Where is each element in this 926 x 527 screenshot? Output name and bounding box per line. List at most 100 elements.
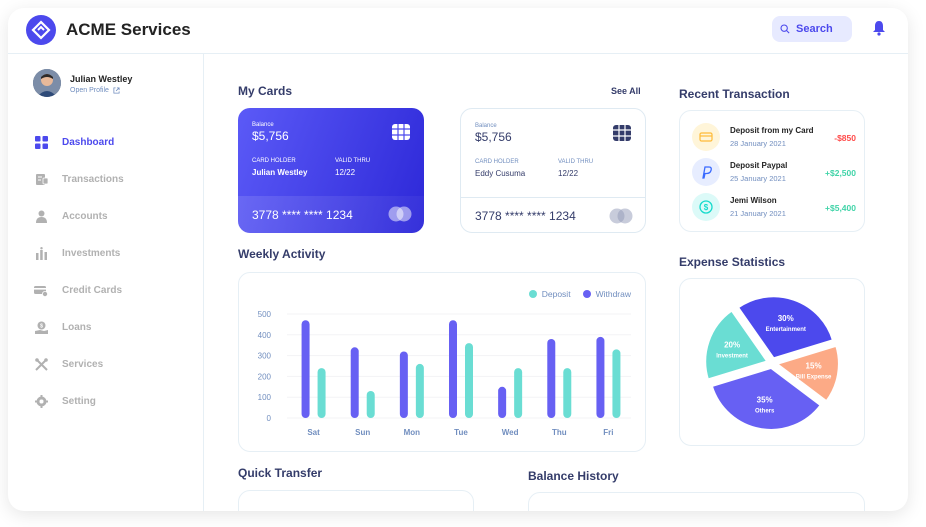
x-tick-label: Sun xyxy=(355,428,370,437)
card-network-icon xyxy=(609,208,633,224)
bar-deposit xyxy=(563,368,572,418)
transaction-title: Deposit Paypal xyxy=(730,161,788,170)
card-number: 3778 **** **** 1234 xyxy=(475,209,576,223)
bar-withdraw xyxy=(399,351,408,418)
notification-bell-icon[interactable] xyxy=(872,20,886,41)
x-tick-label: Thu xyxy=(552,428,567,437)
card-network-icon xyxy=(388,206,412,222)
x-tick-label: Mon xyxy=(404,428,421,437)
sidebar-item-credit-cards[interactable]: Credit Cards xyxy=(8,272,204,309)
open-profile-label: Open Profile xyxy=(70,87,109,94)
pie-slice-investment xyxy=(704,309,769,381)
card-icon xyxy=(692,123,720,151)
svg-text:$: $ xyxy=(40,324,43,330)
sidebar-item-setting[interactable]: Setting xyxy=(8,383,204,420)
weekly-activity-chart: 0 100 200 300 400 500 Sat Sun Mon Tue Wed Thu Fri xyxy=(258,310,631,437)
search-button[interactable]: Search xyxy=(772,16,852,42)
sidebar-item-label: Credit Cards xyxy=(62,285,123,296)
sidebar-item-accounts[interactable]: Accounts xyxy=(8,198,204,235)
pie-slice-others xyxy=(710,366,823,431)
app-title: ACME Services xyxy=(66,20,191,39)
transactions-icon xyxy=(33,172,49,188)
dollar-icon: $ xyxy=(692,193,720,221)
recent-transaction-panel: Deposit from my Card 28 January 2021 -$8… xyxy=(679,110,865,232)
card-holder: Eddy Cusuma xyxy=(475,169,526,178)
avatar[interactable] xyxy=(33,69,61,97)
transaction-item[interactable]: $ Jemi Wilson 21 January 2021 +$5,400 xyxy=(692,193,856,225)
dashboard-icon xyxy=(33,135,49,151)
sidebar-item-investments[interactable]: Investments xyxy=(8,235,204,272)
transaction-date: 25 January 2021 xyxy=(730,174,786,183)
x-tick-label: Fri xyxy=(603,428,613,437)
pie-pct-label: 20% xyxy=(724,340,740,349)
external-link-icon xyxy=(113,87,120,94)
bar-withdraw xyxy=(547,338,556,418)
see-all-link[interactable]: See All xyxy=(611,86,641,96)
bar-deposit xyxy=(317,368,326,418)
pie-slice-entertainment xyxy=(736,295,835,360)
pie-pct-label: 30% xyxy=(778,314,794,323)
expense-statistics-title: Expense Statistics xyxy=(679,255,786,269)
sidebar-item-label: Loans xyxy=(62,322,92,333)
transaction-item[interactable]: Deposit from my Card 28 January 2021 -$8… xyxy=(692,123,856,155)
y-tick-label: 100 xyxy=(258,393,272,402)
sidebar-item-dashboard[interactable]: Dashboard xyxy=(8,124,204,161)
transaction-date: 21 January 2021 xyxy=(730,209,786,218)
my-cards-title: My Cards xyxy=(238,84,293,98)
accounts-icon xyxy=(33,209,49,225)
card-holder-label: CARD HOLDER xyxy=(475,159,519,165)
expense-pie-chart: 30% Entertainment 15% Bill Expense 35% Others… xyxy=(704,295,840,431)
open-profile-link[interactable]: Open Profile xyxy=(70,87,120,94)
bar-withdraw xyxy=(449,320,457,418)
transaction-title: Deposit from my Card xyxy=(730,126,814,135)
transaction-amount: +$5,400 xyxy=(825,203,856,213)
card-chip-icon xyxy=(392,124,410,140)
sidebar: Julian Westley Open Profile Dashboard Tr… xyxy=(8,54,204,511)
app-window: ACME Services Search Julian Westley xyxy=(8,8,908,511)
bar-withdraw xyxy=(301,320,310,418)
sidebar-item-transactions[interactable]: Transactions xyxy=(8,161,204,198)
y-tick-label: 300 xyxy=(258,352,272,361)
pie-name-label: Investment xyxy=(716,353,748,359)
legend-swatch xyxy=(582,290,591,298)
transaction-date: 28 January 2021 xyxy=(730,139,786,148)
user-name: Julian Westley xyxy=(70,74,133,84)
top-header: ACME Services Search xyxy=(8,8,908,54)
sidebar-item-services[interactable]: Services xyxy=(8,346,204,383)
card-balance-label: Balance xyxy=(252,122,274,128)
x-tick-label: Sat xyxy=(307,428,320,437)
credit-card-primary[interactable]: Balance $5,756 CARD HOLDER Julian Westle… xyxy=(238,108,424,233)
legend-item-deposit: Deposit xyxy=(528,289,571,299)
pie-name-label: Entertainment xyxy=(766,327,806,333)
transaction-amount: +$2,500 xyxy=(825,168,856,178)
balance-history-panel xyxy=(528,492,865,511)
legend-label: Withdraw xyxy=(595,289,631,299)
search-icon xyxy=(780,24,790,34)
y-tick-label: 400 xyxy=(258,331,272,340)
card-valid-label: VALID THRU xyxy=(335,158,371,164)
setting-icon xyxy=(33,394,49,410)
y-tick-label: 200 xyxy=(258,372,272,381)
bar-deposit xyxy=(366,390,375,418)
pie-name-label: Bill Expense xyxy=(796,374,832,380)
services-icon xyxy=(33,357,49,373)
credit-card-secondary[interactable]: Balance $5,756 CARD HOLDER Eddy Cusuma V… xyxy=(460,108,646,233)
bar-deposit xyxy=(514,368,523,418)
card-holder: Julian Westley xyxy=(252,168,308,177)
sidebar-item-loans[interactable]: $ Loans xyxy=(8,309,204,346)
card-chip-icon xyxy=(613,125,631,141)
card-footer: 3778 **** **** 1234 xyxy=(238,196,424,233)
search-label: Search xyxy=(796,23,833,35)
transaction-item[interactable]: Deposit Paypal 25 January 2021 +$2,500 xyxy=(692,158,856,190)
pie-pct-label: 35% xyxy=(757,396,773,405)
card-balance-label: Balance xyxy=(475,123,497,129)
card-balance: $5,756 xyxy=(475,130,512,144)
bar-withdraw xyxy=(498,386,507,418)
sidebar-item-label: Dashboard xyxy=(62,137,115,148)
sidebar-nav: Dashboard Transactions Accounts Investme… xyxy=(8,124,204,420)
legend-item-withdraw: Withdraw xyxy=(582,289,631,299)
quick-transfer-panel xyxy=(238,490,474,511)
card-footer: 3778 **** **** 1234 xyxy=(461,197,645,232)
credit-card-icon xyxy=(33,283,49,299)
card-valid: 12/22 xyxy=(558,169,579,178)
